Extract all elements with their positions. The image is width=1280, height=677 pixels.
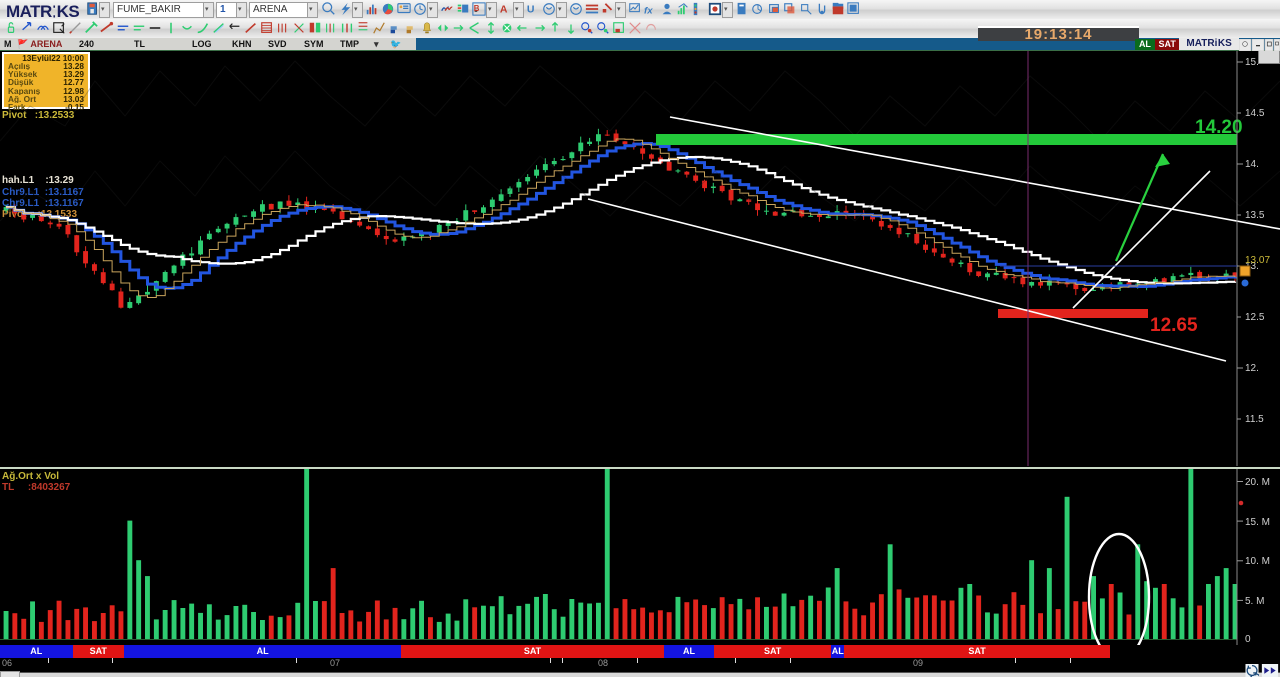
svg-text:U: U bbox=[527, 4, 535, 16]
svg-text:11.5: 11.5 bbox=[1245, 414, 1264, 425]
svg-text:12.5: 12.5 bbox=[1245, 312, 1265, 323]
svg-text:14.5: 14.5 bbox=[1245, 108, 1265, 119]
svg-text:5. M: 5. M bbox=[1245, 596, 1264, 607]
svg-text:fx: fx bbox=[644, 5, 653, 16]
svg-text:12.: 12. bbox=[1245, 363, 1259, 374]
svg-text:20. M: 20. M bbox=[1245, 477, 1270, 488]
svg-text:B: B bbox=[474, 4, 480, 13]
svg-text:15.: 15. bbox=[1245, 57, 1259, 68]
svg-text:15. M: 15. M bbox=[1245, 517, 1270, 528]
svg-text:12.65: 12.65 bbox=[1150, 315, 1198, 336]
svg-text:A: A bbox=[500, 4, 508, 16]
svg-text:14.: 14. bbox=[1245, 159, 1259, 170]
svg-text:14.20: 14.20 bbox=[1195, 117, 1243, 138]
svg-text:13.5: 13.5 bbox=[1245, 210, 1265, 221]
svg-text:13.07: 13.07 bbox=[1245, 255, 1270, 266]
svg-text:0: 0 bbox=[1245, 634, 1251, 645]
svg-text:10. M: 10. M bbox=[1245, 556, 1270, 567]
